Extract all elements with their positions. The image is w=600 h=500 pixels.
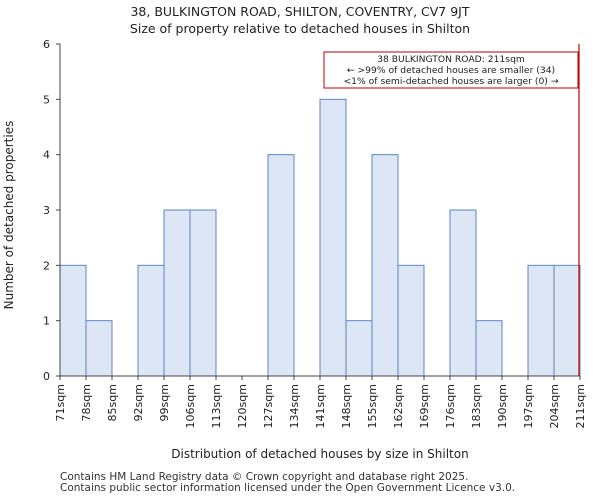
- x-tick-label: 113sqm: [210, 384, 223, 428]
- y-tick-label: 4: [43, 149, 50, 162]
- x-tick-label: 141sqm: [314, 384, 327, 428]
- x-tick-label: 211sqm: [574, 384, 587, 428]
- x-tick-label: 197sqm: [522, 384, 535, 428]
- chart-title: 38, BULKINGTON ROAD, SHILTON, COVENTRY, …: [130, 4, 470, 19]
- histogram-bar: [267, 154, 295, 377]
- histogram-bar: [319, 98, 347, 377]
- x-tick-label: 155sqm: [366, 384, 379, 428]
- histogram-bar: [163, 209, 191, 377]
- histogram-bar: [553, 264, 581, 377]
- annotation-line: ← >99% of detached houses are smaller (3…: [347, 65, 555, 76]
- bars-layer: [59, 98, 581, 377]
- y-tick-label: 2: [43, 259, 50, 272]
- histogram-bar: [345, 320, 373, 377]
- x-tick-label: 92sqm: [132, 384, 145, 421]
- axes-layer: [56, 43, 581, 380]
- x-tick-label: 190sqm: [496, 384, 509, 428]
- x-tick-label: 120sqm: [236, 384, 249, 428]
- histogram-bar: [449, 209, 477, 377]
- histogram-bar: [85, 320, 113, 377]
- footer: Contains HM Land Registry data © Crown c…: [60, 472, 515, 494]
- annotation-box: 38 BULKINGTON ROAD: 211sqm← >99% of deta…: [323, 51, 579, 89]
- histogram-bar: [371, 154, 399, 377]
- x-tick-label: 106sqm: [184, 384, 197, 428]
- y-tick-label: 0: [43, 370, 50, 383]
- footer-line-2: Contains public sector information licen…: [60, 482, 516, 494]
- x-tick-label: 162sqm: [392, 384, 405, 428]
- y-tick-label: 1: [43, 315, 50, 328]
- chart-subtitle: Size of property relative to detached ho…: [129, 21, 471, 36]
- x-tick-label: 183sqm: [470, 384, 483, 428]
- x-axis-label: Distribution of detached houses by size …: [171, 447, 468, 461]
- annotation-line: 38 BULKINGTON ROAD: 211sqm: [377, 54, 525, 65]
- x-tick-label: 204sqm: [548, 384, 561, 428]
- x-tick-label: 148sqm: [340, 384, 353, 428]
- histogram-bar: [189, 209, 217, 377]
- histogram-bar: [527, 264, 555, 377]
- y-tick-label: 5: [43, 93, 50, 106]
- x-tick-label: 127sqm: [262, 384, 275, 428]
- x-tick-label: 78sqm: [80, 384, 93, 421]
- x-tick-label: 99sqm: [158, 384, 171, 421]
- annotation-line: <1% of semi-detached houses are larger (…: [343, 76, 558, 87]
- histogram-bar: [137, 264, 165, 377]
- histogram-bar: [397, 264, 425, 377]
- x-tick-label: 85sqm: [106, 384, 119, 421]
- histogram-bar: [59, 264, 87, 377]
- histogram-bar: [475, 320, 503, 377]
- labels-layer: 0 1 2 3 4 5 6 71sqm 78sqm 85sqm 92sqm 99sqm 106sqm 11…: [43, 38, 587, 428]
- x-tick-label: 169sqm: [418, 384, 431, 428]
- x-tick-label: 71sqm: [54, 384, 67, 421]
- y-tick-label: 3: [43, 204, 50, 217]
- y-tick-label: 6: [43, 38, 50, 51]
- chart-title-block: 38, BULKINGTON ROAD, SHILTON, COVENTRY, …: [0, 3, 600, 37]
- x-tick-label: 176sqm: [444, 384, 457, 428]
- annotation-frame: [323, 51, 579, 89]
- y-axis-label: Number of detached properties: [2, 121, 16, 310]
- x-tick-label: 134sqm: [288, 384, 301, 428]
- footer-line-1: Contains HM Land Registry data © Crown c…: [60, 471, 469, 483]
